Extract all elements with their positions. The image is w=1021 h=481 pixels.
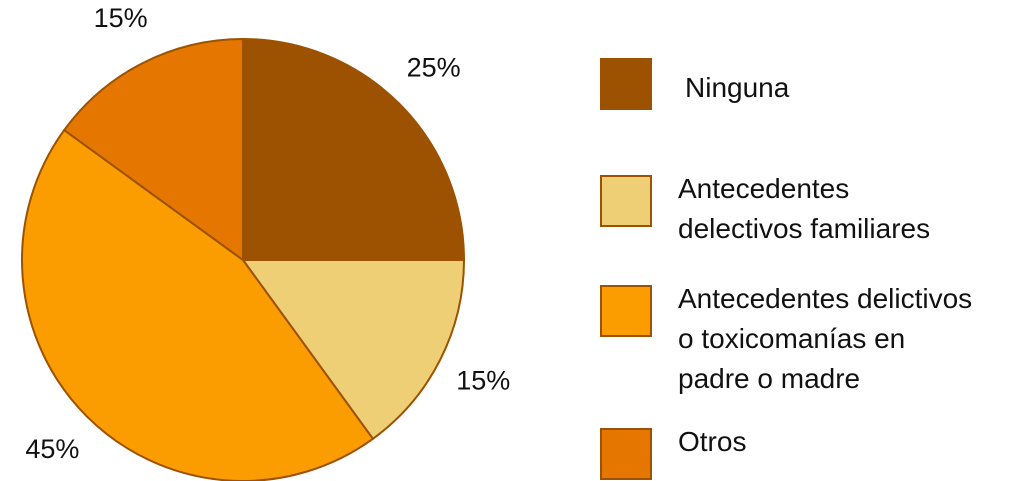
slice-label: 45%: [25, 434, 79, 464]
slice-label: 15%: [456, 366, 510, 396]
pie-area: 25% 15% 45% 15%: [21, 3, 510, 481]
pie-slice: [62, 37, 244, 262]
pie-slice: [242, 37, 466, 261]
pie-slice: [21, 128, 375, 481]
pie-slice: [241, 259, 466, 441]
legend-swatch: [600, 428, 652, 480]
legend-label: Antecedentes delectivos familiares: [678, 173, 931, 244]
legend-swatch: [600, 58, 652, 110]
legend-label: Antecedentes delictivos o toxicomanías e…: [678, 283, 973, 394]
legend-swatch: [600, 285, 652, 337]
slice-label: 15%: [94, 3, 148, 33]
legend-label: Ninguna: [685, 72, 790, 103]
legend-swatch: [600, 175, 652, 227]
legend-label: Otros: [678, 426, 747, 457]
slice-label: 25%: [407, 52, 461, 82]
